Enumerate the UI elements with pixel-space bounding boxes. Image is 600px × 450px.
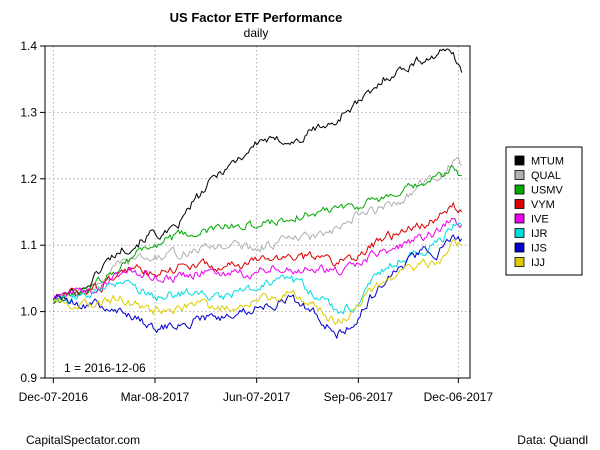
legend-swatch-usmv	[514, 184, 525, 195]
series-line-mtum	[53, 48, 463, 304]
chart-subtitle: daily	[244, 26, 269, 40]
legend-swatch-vym	[514, 199, 525, 209]
x-axis: Dec-07-2016 Mar-08-2017 Jun-07-2017 Sep-06-…	[19, 378, 494, 404]
legend-label-ijs: IJS	[531, 243, 547, 255]
legend-swatch-qual	[514, 170, 525, 180]
x-tick-label: Dec-06-2017	[424, 390, 494, 404]
legend: MTUM QUAL USMV VYM IVE IJR IJS IJJ	[505, 146, 583, 276]
x-tick-label: Mar-08-2017	[121, 390, 190, 404]
y-tick-label: 1.3	[20, 105, 37, 119]
base-date-annotation: 1 = 2016-12-06	[64, 361, 146, 375]
legend-swatch-ive	[514, 213, 525, 224]
legend-label-qual: QUAL	[531, 170, 561, 182]
y-tick-label: 1.2	[20, 172, 37, 186]
series-lines	[52, 48, 463, 339]
y-tick-label: 1.4	[20, 39, 37, 53]
footer-source-site: CapitalSpectator.com	[26, 433, 140, 447]
legend-label-vym: VYM	[531, 199, 555, 211]
y-tick-label: 1.1	[20, 238, 37, 252]
legend-swatch-ijs	[514, 242, 525, 253]
series-line-ijs	[53, 234, 463, 339]
legend-label-usmv: USMV	[531, 185, 563, 197]
chart-title: US Factor ETF Performance	[170, 10, 343, 25]
legend-label-ijj: IJJ	[531, 257, 545, 269]
legend-box	[505, 146, 583, 276]
x-tick-label: Jun-07-2017	[223, 390, 291, 404]
y-axis: 0.9 1.0 1.1 1.2 1.3 1.4	[20, 39, 45, 385]
x-tick-label: Sep-06-2017	[324, 390, 394, 404]
legend-swatch-mtum	[514, 155, 525, 166]
legend-label-mtum: MTUM	[531, 156, 564, 168]
legend-swatch-ijr	[514, 228, 525, 238]
y-tick-label: 1.0	[20, 305, 37, 319]
legend-label-ijr: IJR	[531, 228, 548, 240]
x-tick-label: Dec-07-2016	[19, 390, 89, 404]
series-line-ijj	[52, 239, 462, 326]
series-line-vym	[53, 202, 463, 301]
legend-swatch-ijj	[514, 257, 525, 267]
series-line-ijr	[52, 222, 463, 315]
legend-label-ive: IVE	[531, 214, 549, 226]
series-line-usmv	[52, 164, 462, 304]
plot-frame	[44, 45, 471, 379]
y-tick-label: 0.9	[20, 371, 37, 385]
series-line-ive	[52, 217, 463, 300]
series-line-qual	[52, 156, 463, 301]
grid-lines	[45, 45, 470, 379]
footer-data-source: Data: Quandl	[517, 433, 588, 447]
